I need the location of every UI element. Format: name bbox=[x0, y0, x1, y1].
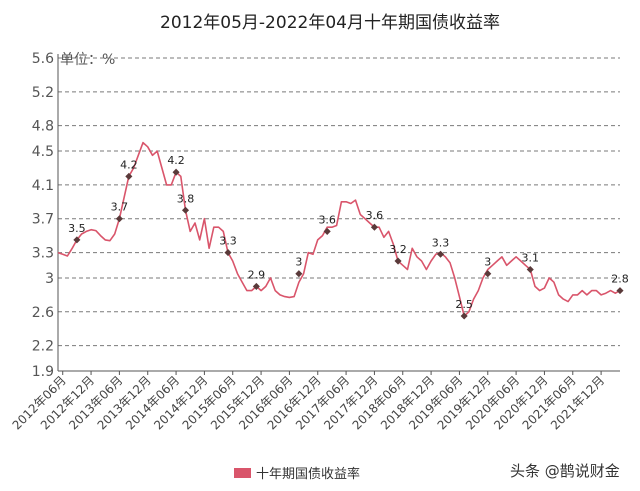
data-label: 2.8 bbox=[611, 273, 629, 286]
y-tick-label: 3.3 bbox=[32, 246, 54, 262]
data-label: 3.6 bbox=[366, 209, 384, 222]
data-label: 4.2 bbox=[167, 154, 185, 167]
x-tick-labels: 2012年06月2012年12月2013年06月2013年12月2014年06月… bbox=[10, 371, 607, 432]
data-marker bbox=[252, 282, 260, 290]
data-label: 2.9 bbox=[248, 268, 266, 281]
data-label: 4.2 bbox=[120, 158, 138, 171]
y-tick-label: 4.5 bbox=[32, 144, 54, 160]
axes bbox=[57, 54, 620, 372]
data-label: 3 bbox=[484, 256, 491, 269]
data-marker bbox=[526, 265, 534, 274]
data-label: 2.5 bbox=[455, 298, 473, 311]
data-label: 3 bbox=[295, 256, 302, 269]
data-label: 3.1 bbox=[522, 251, 540, 264]
data-marker bbox=[181, 206, 190, 214]
y-tick-label: 2.6 bbox=[32, 305, 54, 321]
data-marker bbox=[323, 227, 331, 235]
data-marker bbox=[484, 270, 492, 278]
data-label: 3.2 bbox=[389, 243, 407, 256]
unit-label: 单位：% bbox=[60, 52, 115, 68]
series-path bbox=[57, 141, 621, 317]
y-tick-label: 3.7 bbox=[32, 212, 54, 228]
y-tick-label: 5.6 bbox=[32, 51, 54, 67]
chart-title: 2012年05月-2022年04月十年期国债收益率 bbox=[160, 13, 500, 33]
y-tick-label: 2.2 bbox=[32, 339, 54, 355]
data-label: 3.6 bbox=[318, 213, 336, 226]
y-tick-label: 4.8 bbox=[32, 119, 54, 135]
data-marker bbox=[295, 270, 303, 278]
legend: 十年期国债收益率 bbox=[234, 466, 360, 482]
grid-lines bbox=[58, 57, 620, 347]
y-tick-label: 4.1 bbox=[32, 178, 54, 194]
data-label: 3.5 bbox=[68, 222, 86, 235]
y-tick-labels: 1.9 2.2 2.6 3 3.3 3.7 4.1 4.5 4.8 5.2 5.6 bbox=[32, 51, 54, 380]
data-marker bbox=[460, 312, 468, 320]
data-marker bbox=[394, 257, 402, 265]
data-marker bbox=[125, 172, 133, 180]
watermark: 头条 @鹊说财金 bbox=[510, 462, 620, 480]
data-label: 3.3 bbox=[219, 235, 237, 248]
data-marker bbox=[115, 215, 123, 223]
data-markers: 3.5 3.7 4.2 4.2 3.8 3.3 2.9 3 3.6 3.6 3.2 3.3 2.5 3 3.… bbox=[68, 154, 629, 320]
data-marker bbox=[370, 223, 378, 231]
y-tick-label: 1.9 bbox=[32, 364, 54, 380]
y-tick-label: 5.2 bbox=[32, 85, 54, 101]
series-line bbox=[57, 141, 621, 317]
legend-swatch bbox=[234, 468, 251, 478]
data-marker bbox=[437, 250, 445, 258]
y-tick-label: 3 bbox=[45, 271, 54, 287]
data-label: 3.7 bbox=[111, 201, 129, 214]
legend-label: 十年期国债收益率 bbox=[256, 466, 360, 482]
data-marker bbox=[73, 236, 81, 244]
data-label: 3.3 bbox=[432, 236, 450, 249]
data-marker bbox=[616, 287, 624, 295]
data-marker bbox=[224, 249, 232, 257]
data-label: 3.8 bbox=[177, 192, 195, 205]
data-marker bbox=[172, 168, 180, 176]
